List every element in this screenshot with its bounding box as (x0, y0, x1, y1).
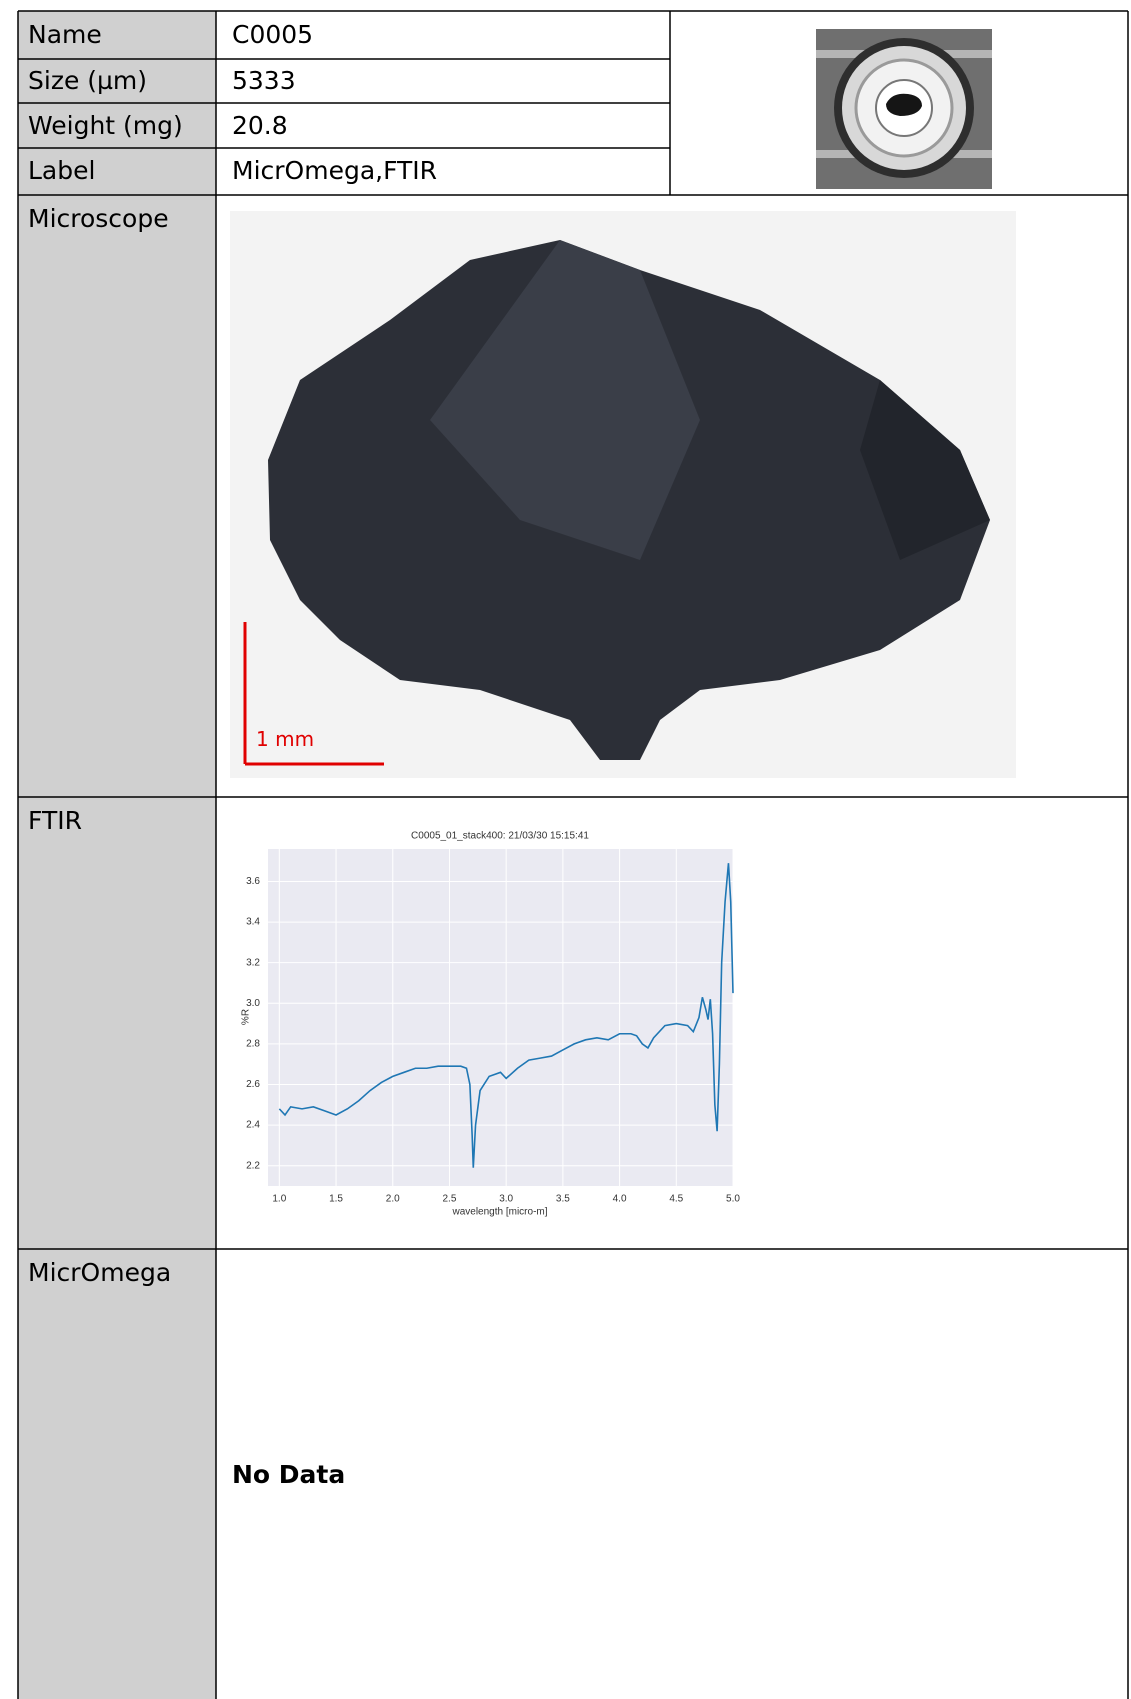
chart-title: C0005_01_stack400: 21/03/30 15:15:41 (411, 831, 589, 842)
header-cells (18, 11, 216, 1699)
x-tick-label: 5.0 (726, 1194, 740, 1205)
x-tick-label: 4.0 (613, 1194, 627, 1205)
vial-photo (816, 29, 992, 189)
y-tick-label: 2.2 (246, 1160, 260, 1171)
section-label: FTIR (28, 806, 82, 835)
row-value: 5333 (232, 66, 296, 95)
x-tick-label: 3.5 (556, 1194, 570, 1205)
row-label: Name (28, 20, 102, 49)
y-axis-label: %R (241, 1009, 252, 1025)
section-label: MicrOmega (28, 1258, 171, 1287)
microscope-photo: 1 mm (230, 211, 1016, 778)
row-value: C0005 (232, 20, 313, 49)
x-tick-label: 2.5 (443, 1194, 457, 1205)
data-line (278, 863, 734, 1168)
chart: 2.2 2.4 2.6 2.8 3.0 3.2 3.4 3.6 1.0 1.5 2.0 2.5 3.0 3… (246, 849, 740, 1205)
y-tick-label: 2.8 (246, 1039, 260, 1050)
scale-bar-label: 1 mm (256, 727, 314, 751)
x-axis-label: wavelength [micro-m] (451, 1207, 547, 1218)
table-borders (17, 10, 1129, 1699)
x-tick-label: 3.0 (499, 1194, 513, 1205)
row-label: Size (µm) (28, 66, 147, 95)
x-tick-label: 1.5 (329, 1194, 343, 1205)
row-value: MicrOmega,FTIR (232, 156, 437, 185)
x-tick-label: 2.0 (386, 1194, 400, 1205)
row-value: 20.8 (232, 111, 288, 140)
y-tick-label: 2.4 (246, 1120, 260, 1131)
table-text: Name C0005 Size (µm) 5333 Weight (mg) 20… (28, 20, 437, 1489)
y-tick-label: 2.6 (246, 1079, 260, 1090)
y-tick-label: 3.0 (246, 998, 260, 1009)
plot-area (268, 849, 733, 1186)
no-data: No Data (232, 1460, 345, 1489)
section-label: Microscope (28, 204, 169, 233)
x-tick-label: 4.5 (669, 1194, 683, 1205)
row-label: Weight (mg) (28, 111, 183, 140)
row-label: Label (28, 156, 95, 185)
x-tick-label: 1.0 (272, 1194, 286, 1205)
y-tick-label: 3.6 (246, 876, 260, 887)
y-tick-label: 3.2 (246, 957, 260, 968)
y-tick-label: 3.4 (246, 917, 260, 928)
